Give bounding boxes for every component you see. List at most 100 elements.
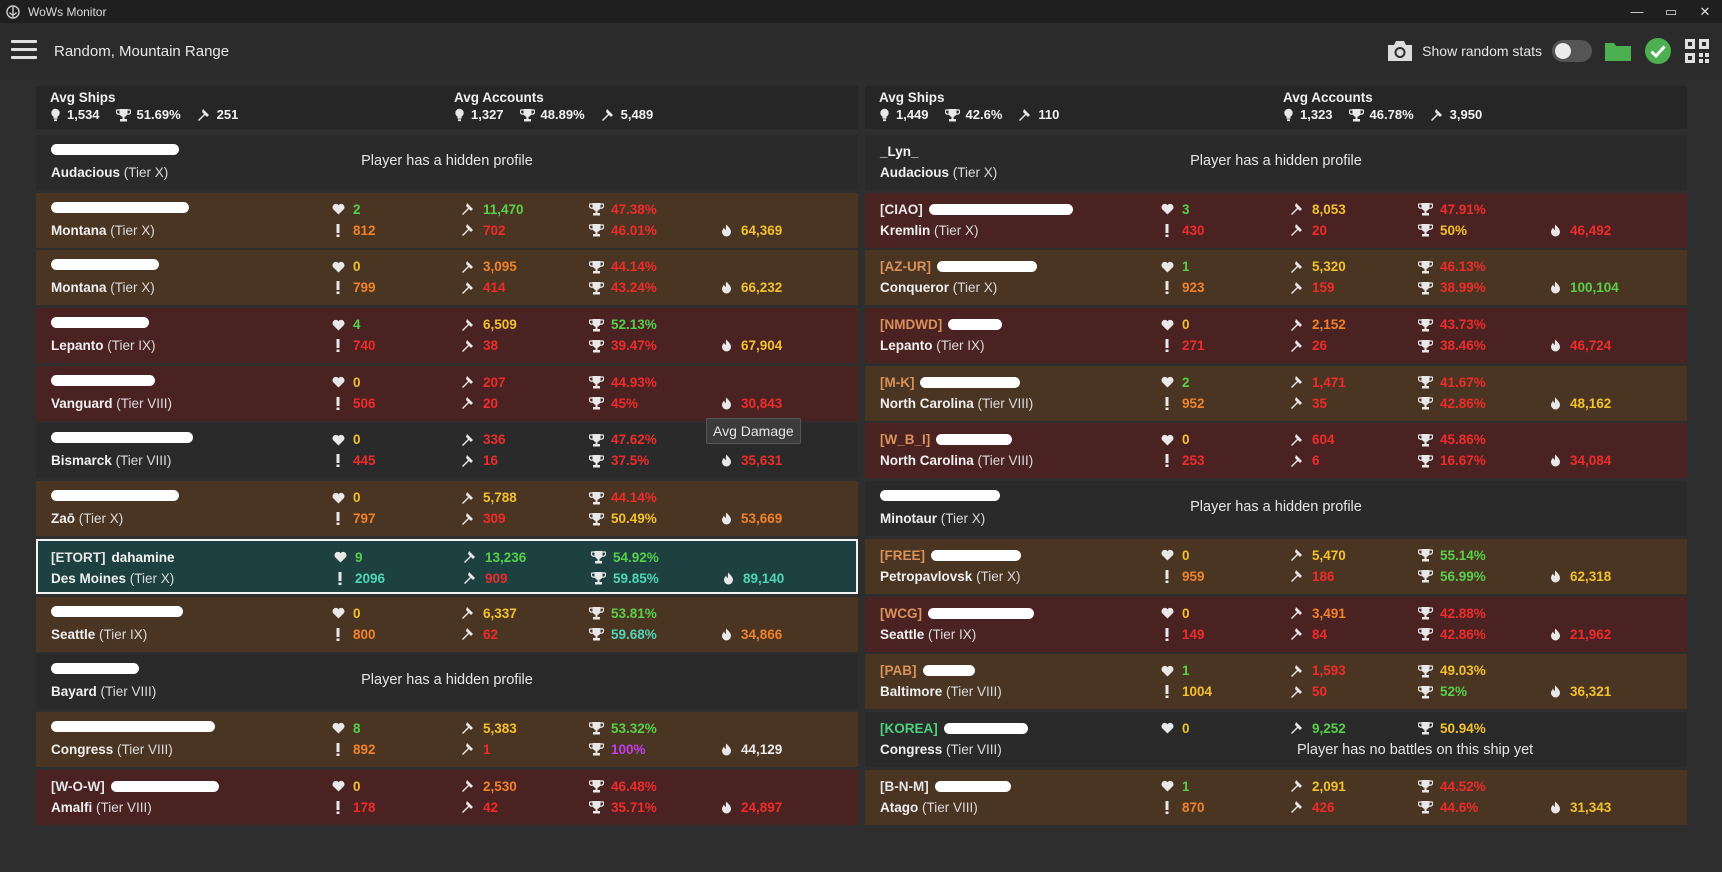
- fire-icon: [718, 397, 734, 410]
- menu-icon[interactable]: [11, 40, 37, 60]
- ship-winrate: 44.52%: [1440, 778, 1486, 794]
- trophy-icon: [1417, 779, 1433, 793]
- player-row[interactable]: [WCG] Seattle (Tier IX) 0 149 3,491 84 42.88% 4…: [865, 596, 1687, 652]
- clan-tag[interactable]: [KOREA]: [880, 720, 938, 736]
- account-winrate-stat: 39.47%: [588, 338, 657, 353]
- player-row[interactable]: [CIAO] Kremlin (Tier X) 3 430 8,053 20 47.91% 5…: [865, 192, 1687, 248]
- player-row[interactable]: [W_B_I] North Carolina (Tier VIII) 0 253 604…: [865, 423, 1687, 479]
- ship-battles-stat: 1: [1159, 259, 1190, 274]
- player-name[interactable]: dahamine: [111, 549, 175, 565]
- exclamation-icon: [330, 742, 346, 756]
- fire-icon: [718, 628, 734, 641]
- player-row[interactable]: Bayard (Tier VIII) Player has a hidden pr…: [36, 654, 858, 710]
- player-row[interactable]: Montana (Tier X) 0 799 3,095 414 44.14% 43.24%…: [36, 250, 858, 306]
- clan-tag[interactable]: [PAB]: [880, 663, 917, 679]
- camera-icon[interactable]: [1386, 39, 1414, 63]
- player-row[interactable]: Montana (Tier X) 2 812 11,470 702 47.38% 46.01…: [36, 192, 858, 248]
- ship-damage: 8,053: [1312, 201, 1346, 217]
- player-row[interactable]: Zaō (Tier X) 0 797 5,788 309 44.14% 50.49% 53,6…: [36, 481, 858, 537]
- player-row[interactable]: [B-N-M] Atago (Tier VIII) 1 870 2,091 426 44.5…: [865, 769, 1687, 825]
- clan-tag[interactable]: [ETORT]: [51, 549, 106, 565]
- player-name[interactable]: _Lyn_: [880, 144, 919, 159]
- player-row[interactable]: [KOREA] Congress (Tier VIII) 0 9,252 50.94% P…: [865, 711, 1687, 767]
- heart-icon: [1159, 319, 1175, 331]
- account-winrate-stat: 38.46%: [1417, 338, 1486, 353]
- avg-damage-value-stat: 44,129: [718, 742, 782, 757]
- account-damage-stat: 38: [460, 338, 498, 353]
- redacted-name: [928, 203, 1073, 215]
- show-random-stats-label: Show random stats: [1422, 43, 1542, 59]
- qr-code-icon[interactable]: [1684, 38, 1710, 64]
- player-row[interactable]: [PAB] Baltimore (Tier VIII) 1 1004 1,593 50 49…: [865, 654, 1687, 710]
- folder-icon[interactable]: [1604, 40, 1632, 62]
- account-damage-stat: 186: [1289, 569, 1335, 584]
- ship-name: Conqueror: [880, 280, 949, 296]
- player-row[interactable]: [W-O-W] Amalfi (Tier VIII) 0 178 2,530 42 46.4…: [36, 769, 858, 825]
- redacted-name: [920, 376, 1021, 388]
- clan-tag[interactable]: [W_B_I]: [880, 432, 931, 448]
- clan-tag[interactable]: [WCG]: [880, 605, 922, 621]
- clan-tag[interactable]: [AZ-UR]: [880, 259, 931, 275]
- check-icon[interactable]: [1644, 37, 1672, 65]
- player-row[interactable]: [AZ-UR] Conqueror (Tier X) 1 923 5,320 159 46.…: [865, 250, 1687, 306]
- account-battles: 178: [353, 799, 376, 815]
- avg-label: Avg Ships: [879, 90, 945, 105]
- account-winrate-stat: 16.67%: [1417, 453, 1486, 468]
- heart-icon: [330, 261, 346, 273]
- clan-tag[interactable]: [FREE]: [880, 547, 925, 563]
- maximize-button[interactable]: ▭: [1654, 0, 1688, 23]
- trophy-icon: [1417, 627, 1433, 641]
- player-row[interactable]: Congress (Tier VIII) 8 892 5,383 1 53.32% 100%…: [36, 711, 858, 767]
- avg-damage-value: 21,962: [1570, 626, 1612, 642]
- avg-battles: 1,327: [471, 107, 504, 122]
- clan-tag[interactable]: [M-K]: [880, 374, 915, 390]
- exclamation-icon: [1159, 223, 1175, 237]
- player-row[interactable]: [M-K] North Carolina (Tier VIII) 2 952 1,471…: [865, 365, 1687, 421]
- player-row[interactable]: Vanguard (Tier VIII) 0 506 207 20 44.93% 45% 30…: [36, 365, 858, 421]
- player-row[interactable]: Minotaur (Tier X) Player has a hidden pro…: [865, 481, 1687, 537]
- clan-tag[interactable]: [CIAO]: [880, 201, 923, 217]
- redacted-name: [927, 607, 1034, 619]
- avg-damage-value-stat: 48,162: [1547, 396, 1611, 411]
- player-row[interactable]: [FREE] Petropavlovsk (Tier X) 0 959 5,470 186…: [865, 538, 1687, 594]
- ship-info: Petropavlovsk (Tier X): [880, 569, 1021, 584]
- ship-name: Montana: [51, 280, 107, 296]
- exclamation-icon: [1159, 339, 1175, 353]
- minimize-button[interactable]: —: [1620, 0, 1654, 23]
- hammer-icon: [1289, 606, 1305, 620]
- player-row[interactable]: [NMDWD] Lepanto (Tier IX) 0 271 2,152 26 43.73…: [865, 308, 1687, 364]
- player-row[interactable]: Lepanto (Tier IX) 4 740 6,509 38 52.13% 39.47%…: [36, 308, 858, 364]
- ship-battles: 1: [1182, 778, 1190, 794]
- clan-tag[interactable]: [NMDWD]: [880, 317, 943, 333]
- hammer-icon: [1289, 339, 1305, 353]
- clan-tag[interactable]: [B-N-M]: [880, 778, 929, 794]
- player-row[interactable]: Seattle (Tier IX) 0 800 6,337 62 53.81% 59.68%…: [36, 596, 858, 652]
- account-damage: 414: [483, 280, 506, 296]
- avg-damage-value-stat: 35,631: [718, 453, 782, 468]
- ship-damage-stat: 11,470: [460, 202, 524, 217]
- heart-icon: [330, 376, 346, 388]
- account-winrate: 16.67%: [1440, 453, 1486, 469]
- player-identity: [51, 259, 159, 271]
- ship-winrate-stat: 41.67%: [1417, 375, 1486, 390]
- player-row[interactable]: _Lyn_ Audacious (Tier X) Player has a hidd…: [865, 135, 1687, 190]
- player-row[interactable]: Audacious (Tier X) Player has a hidden pr…: [36, 135, 858, 190]
- show-random-stats-toggle[interactable]: [1552, 40, 1592, 62]
- avg-damage-value-stat: 34,084: [1547, 453, 1611, 468]
- avg-damage-value: 53,669: [741, 511, 783, 527]
- ship-winrate: 55.14%: [1440, 547, 1486, 563]
- avg-damage-value: 34,866: [741, 626, 783, 642]
- ship-damage-stat: 207: [460, 375, 506, 390]
- account-winrate: 42.86%: [1440, 626, 1486, 642]
- player-row[interactable]: [ETORT] dahamine Des Moines (Tier X) 9 2096 1…: [36, 538, 858, 594]
- hammer-icon: [1018, 108, 1032, 122]
- close-button[interactable]: ✕: [1688, 0, 1722, 23]
- trophy-icon: [115, 108, 131, 122]
- hammer-icon: [1289, 454, 1305, 468]
- ship-damage: 2,152: [1312, 317, 1346, 333]
- ship-battles: 0: [1182, 547, 1190, 563]
- account-battles: 1004: [1182, 684, 1213, 700]
- player-identity: [M-K]: [880, 374, 1021, 390]
- clan-tag[interactable]: [W-O-W]: [51, 778, 105, 794]
- redacted-name: [936, 434, 1013, 446]
